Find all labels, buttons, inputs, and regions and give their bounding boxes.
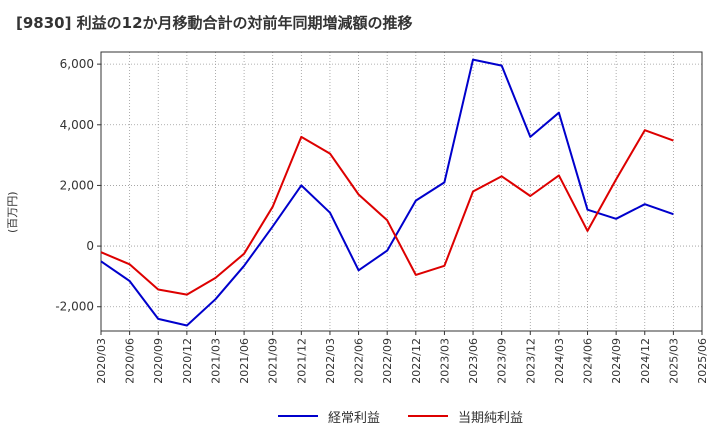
y-tick-label: 0 xyxy=(86,239,94,253)
x-tick-label: 2022/09 xyxy=(381,338,394,384)
x-tick-label: 2023/03 xyxy=(438,338,451,384)
x-tick-label: 2021/06 xyxy=(238,338,251,384)
x-tick-label: 2025/03 xyxy=(667,338,680,384)
x-tick-label: 2022/12 xyxy=(410,338,423,384)
y-tick-label: 2,000 xyxy=(60,178,94,192)
y-tick-label: -2,000 xyxy=(55,300,94,314)
x-tick-label: 2020/09 xyxy=(152,338,165,384)
x-tick-label: 2021/03 xyxy=(209,338,222,384)
x-tick-label: 2023/06 xyxy=(467,338,480,384)
x-axis: 2020/03 2020/06 2020/09 2020/12 2021/03 2021/… xyxy=(95,331,709,384)
legend: 経常利益 当期純利益 xyxy=(0,402,720,430)
plot-frame xyxy=(100,51,703,332)
x-tick-label: 2020/12 xyxy=(181,338,194,384)
x-tick-label: 2024/09 xyxy=(610,338,623,384)
legend-item-net-profit: 当期純利益 xyxy=(408,402,523,430)
x-tick-label: 2021/12 xyxy=(295,338,308,384)
x-tick-label: 2021/09 xyxy=(267,338,280,384)
y-axis-label: (百万円) xyxy=(6,191,19,233)
x-tick-label: 2023/09 xyxy=(496,338,509,384)
legend-swatch-ordinary-profit xyxy=(278,415,318,417)
y-axis: -2,000 0 2,000 4,000 6,000 xyxy=(55,57,101,314)
legend-swatch-net-profit xyxy=(408,415,448,417)
series-line-ordinary-profit xyxy=(100,58,674,327)
x-tick-label: 2025/06 xyxy=(696,338,709,384)
series-group xyxy=(100,58,674,327)
y-tick-label: 4,000 xyxy=(60,118,94,132)
x-tick-label: 2022/03 xyxy=(324,338,337,384)
legend-label-ordinary-profit: 経常利益 xyxy=(328,410,381,426)
x-tick-label: 2023/12 xyxy=(524,338,537,384)
x-tick-label: 2024/12 xyxy=(639,338,652,384)
y-tick-label: 6,000 xyxy=(60,57,94,71)
chart-title: [9830] 利益の12か月移動合計の対前年同期増減額の推移 xyxy=(16,14,413,32)
x-tick-label: 2024/03 xyxy=(553,338,566,384)
x-tick-label: 2020/03 xyxy=(95,338,108,384)
x-tick-label: 2020/06 xyxy=(124,338,137,384)
series-line-net-profit xyxy=(100,129,674,296)
x-tick-label: 2024/06 xyxy=(582,338,595,384)
legend-item-ordinary-profit: 経常利益 xyxy=(278,402,380,430)
legend-label-net-profit: 当期純利益 xyxy=(458,410,524,426)
x-tick-label: 2022/06 xyxy=(353,338,366,384)
grid xyxy=(100,52,703,331)
